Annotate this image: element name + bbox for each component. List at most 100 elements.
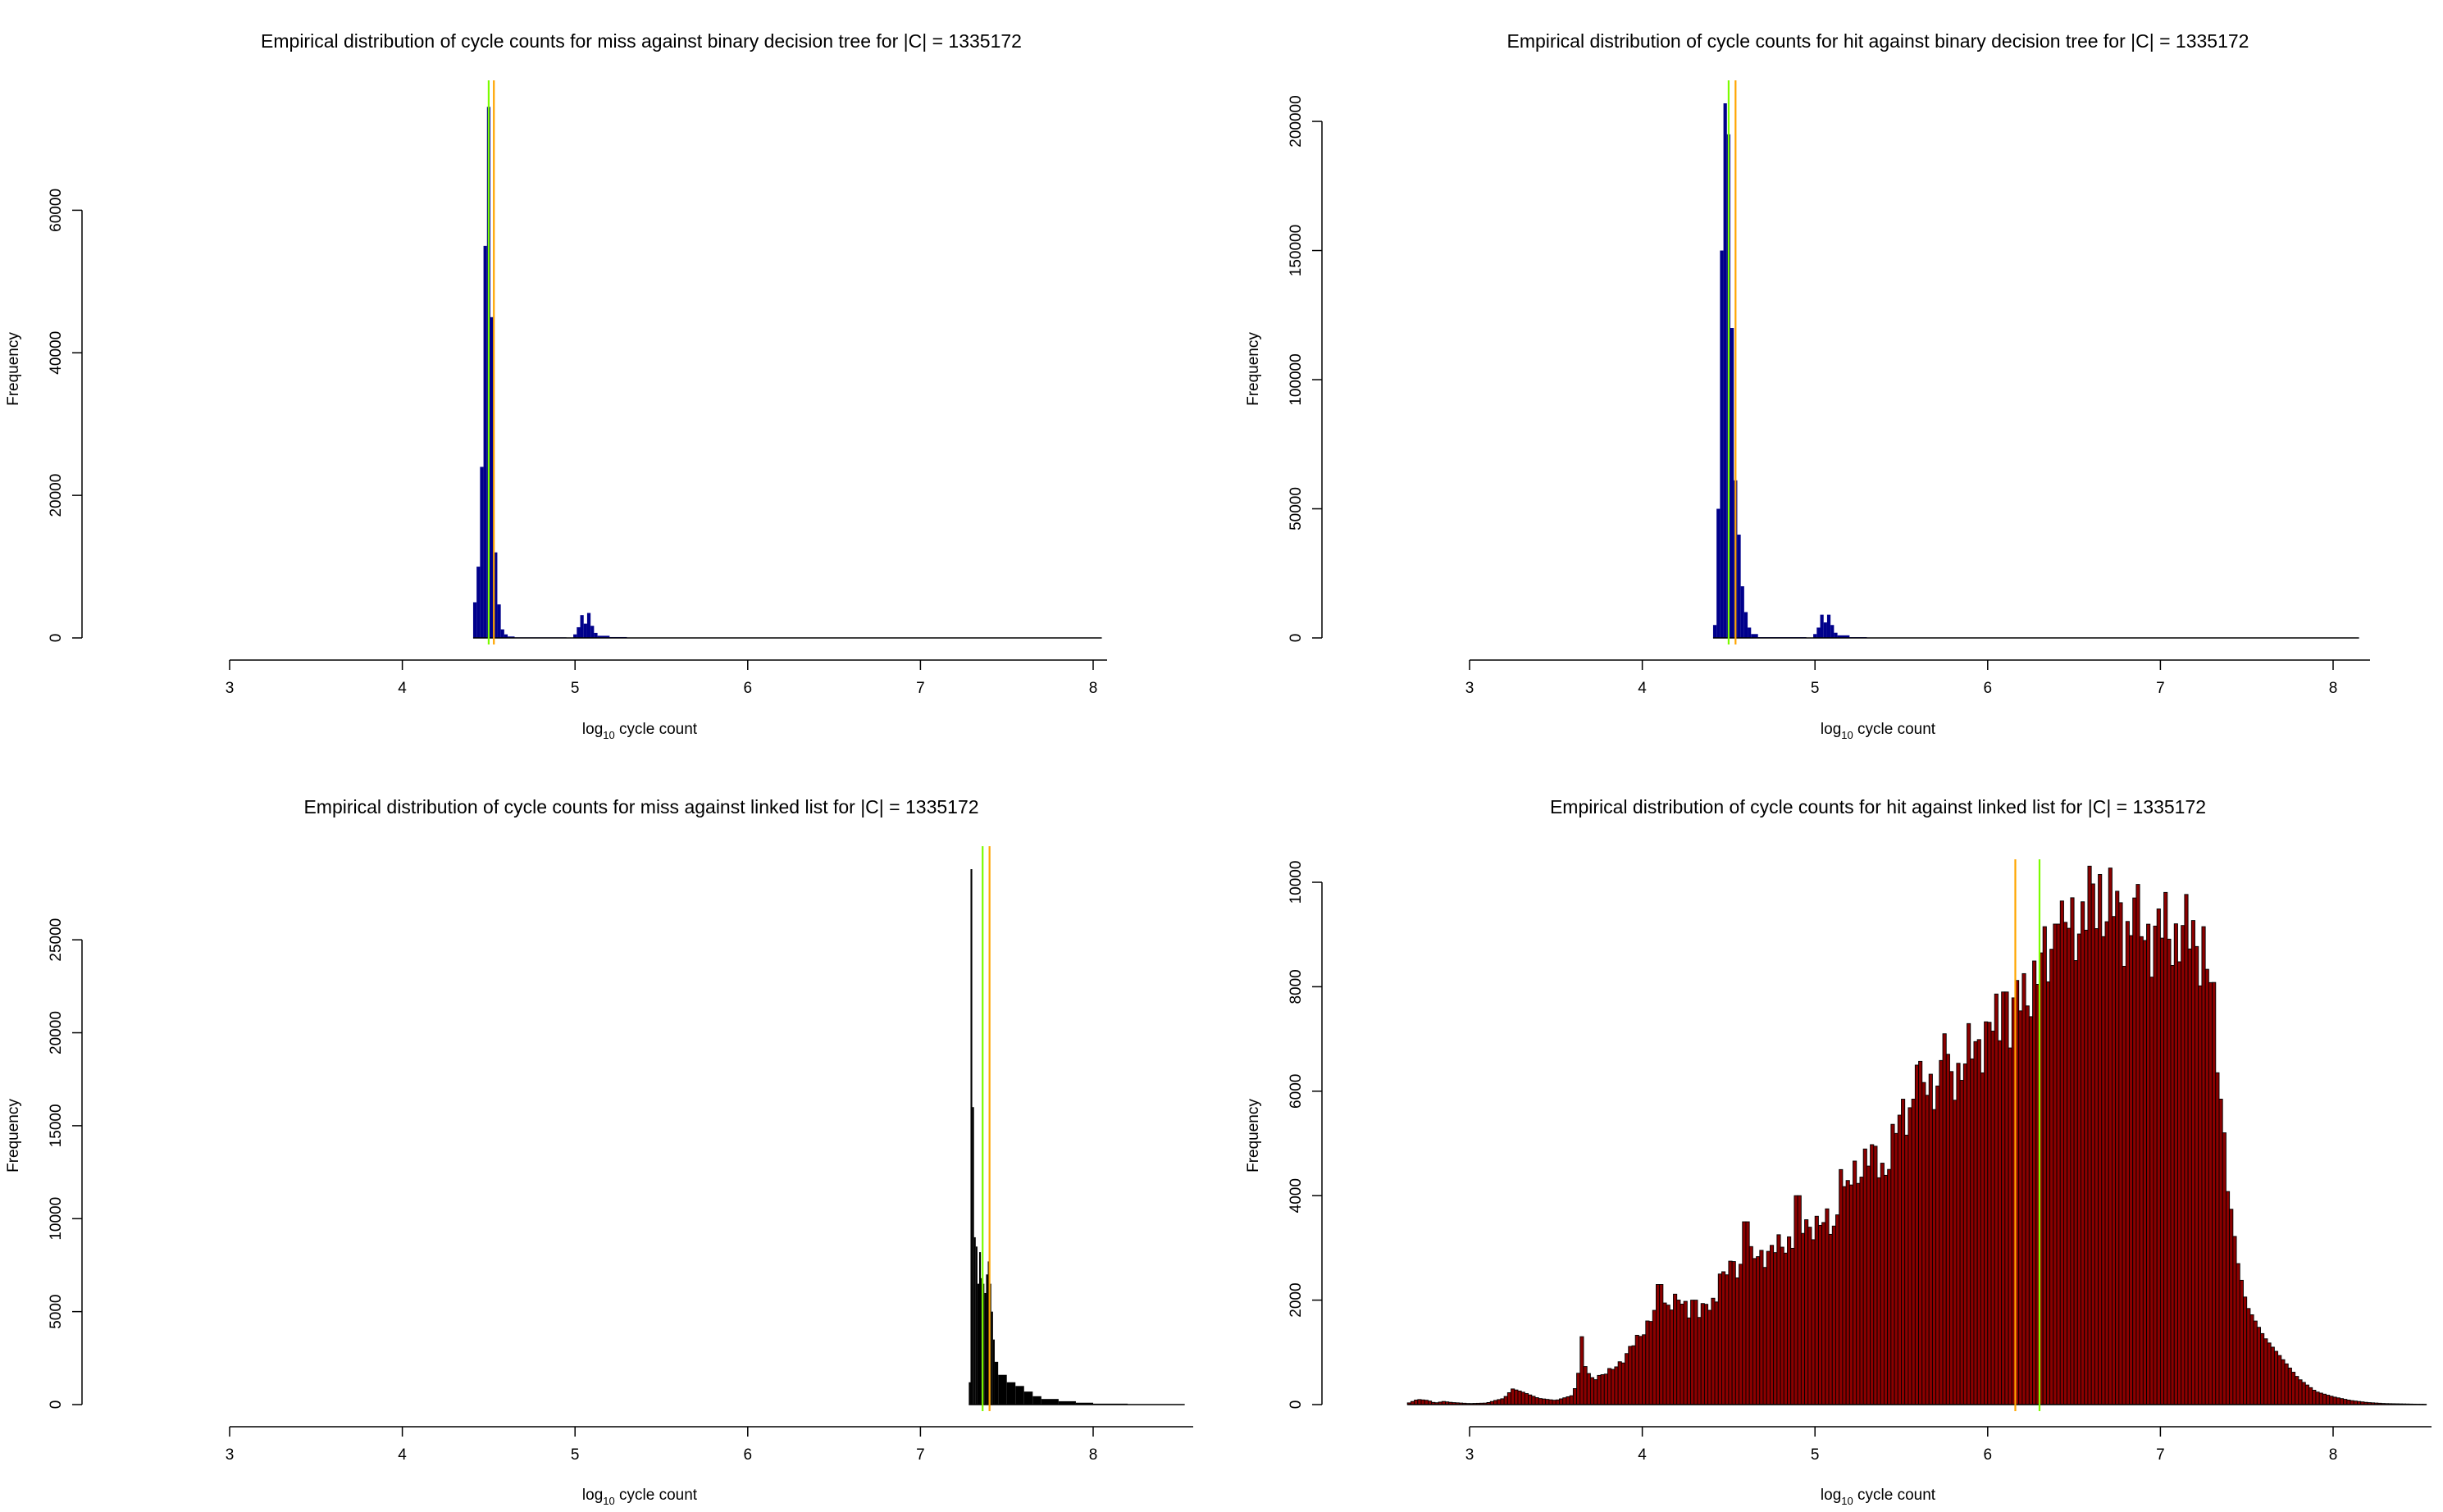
histogram-bar [2281,1359,2286,1405]
histogram-bar [1939,1059,1944,1405]
histogram-bar [2204,968,2209,1405]
x-tick-label: 3 [226,1446,235,1464]
histogram-bar [2270,1346,2275,1405]
y-tick-label: 150000 [1288,225,1305,276]
histogram-bar [1717,1273,1722,1405]
histogram-bar [1506,1392,1511,1405]
histogram-bar [1006,1382,1016,1405]
histogram-bar [1625,1353,1629,1405]
histogram-bar [2098,873,2103,1405]
histogram-bar [2032,960,2037,1405]
histogram-bar [1683,1300,1688,1405]
histogram-bar [1811,1239,1816,1405]
histogram-bar [1887,1168,1892,1405]
histogram-bar [1883,1174,1889,1405]
histogram-bar [1666,1305,1670,1405]
histogram-bar [1725,1274,1730,1405]
histogram-bar [1976,1039,1981,1405]
histogram-bar [1807,1227,1812,1405]
histogram-bar [2146,923,2151,1405]
histogram-bar [1800,1232,1806,1405]
histogram-bar [2056,923,2061,1405]
histogram-bar [1534,1397,1539,1405]
y-tick-label: 2000 [1288,1282,1305,1317]
histogram-bar [1748,627,1752,638]
histogram-bar [1511,1388,1515,1405]
histogram-bar [2177,961,2182,1405]
x-tick-label: 3 [226,680,235,697]
panel-hit-linked-list: Empirical distribution of cycle counts f… [1245,796,2432,1507]
histogram-bar [1728,1260,1733,1405]
histogram-bar [998,1374,1007,1405]
x-tick-label: 6 [1984,680,1993,697]
histogram-bar [1766,1250,1771,1405]
histogram-bar [1648,1321,1653,1405]
histogram-bar [2153,925,2158,1405]
histogram-bar [1576,1373,1581,1405]
chart-title: Empirical distribution of cycle counts f… [261,30,1022,52]
histogram-bar [1804,1219,1809,1405]
histogram-bar [1559,1398,1564,1405]
histogram-bar [2318,1392,2323,1405]
histogram-bar [2287,1367,2292,1405]
histogram-bar [2291,1372,2296,1405]
histogram-bar [1673,1293,1678,1405]
histogram-bar [1949,1071,1954,1405]
histogram-bar [2070,897,2075,1405]
histogram-bar [2021,972,2026,1405]
histogram-bar [1783,1252,1788,1405]
histogram-bar [1870,1144,1875,1405]
x-tick-label: 8 [2329,1446,2338,1464]
histogram-bar [1928,1073,1933,1405]
histogram-bar [994,1361,999,1405]
histogram-bar [1734,1277,1739,1405]
histogram-bar [1759,1250,1764,1405]
histogram-bar [2322,1393,2327,1405]
histogram-bar [1631,1345,1636,1405]
histogram-bar [580,615,584,638]
y-axis: 0 2000 4000 6000 8000 10000 [1288,861,1323,1409]
histogram-bar [1714,1301,1719,1405]
histogram-bar [1831,1225,1836,1405]
histogram-bar [1514,1389,1519,1405]
histogram-bar [2045,981,2051,1405]
chart-title: Empirical distribution of cycle counts f… [303,796,978,817]
panel-hit-binary-tree: Empirical distribution of cycle counts f… [1245,30,2370,741]
histogram-bar [2087,865,2092,1405]
histogram-bar [1866,1165,1871,1405]
reference-lines [2014,859,2041,1411]
histogram-bar [1918,1060,1923,1405]
histogram-bar [2267,1342,2272,1405]
histogram-bar [1813,634,1817,638]
x-tick-label: 4 [1638,1446,1647,1464]
histogram-bar [1823,622,1827,638]
histogram-bar [2246,1308,2251,1405]
x-tick-label: 7 [916,1446,925,1464]
histogram-bar [1583,1366,1588,1405]
histogram-bar [1593,1379,1598,1405]
y-tick-label: 200000 [1288,95,1305,147]
histogram-bar [1931,1109,1937,1405]
histogram-bar [1721,1271,1726,1405]
histogram-bar [1707,1309,1712,1405]
histogram-bar [2101,936,2106,1405]
histogram-bar [472,602,477,638]
y-tick-label: 40000 [48,331,65,375]
histogram-bar [483,245,487,638]
histogram-bar [1023,1391,1033,1405]
histogram-bar [2229,1209,2234,1405]
histogram-bar [1520,1391,1525,1405]
histogram-bar [2004,991,2009,1405]
histogram-bar [1603,1373,1608,1405]
x-axis-label: log10 cycle count [582,1487,698,1507]
x-tick-label: 7 [2156,680,2165,697]
y-axis: 0 20000 40000 60000 [48,189,83,642]
x-axis-label: log10 cycle count [1821,1487,1936,1507]
histogram-bar [1497,1399,1502,1405]
histogram-bar [2139,936,2144,1405]
histogram-bar [1058,1400,1076,1405]
histogram-bar [2232,1236,2237,1405]
histogram-bar [1686,1317,1692,1405]
histogram-bar [1814,1215,1819,1405]
histogram-bar [2163,891,2168,1405]
